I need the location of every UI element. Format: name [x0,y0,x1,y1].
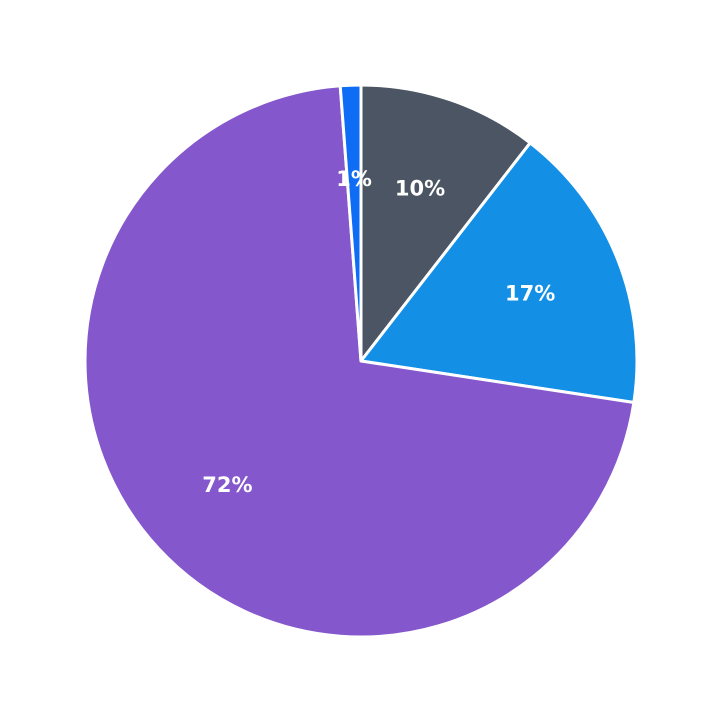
pie-slice-labels: 10% 17% 72% 1% [202,167,555,497]
pie-slice-label-4: 1% [336,167,372,191]
pie-slice-4 [338,83,363,363]
pie-slice-label-3: 72% [202,473,252,497]
pie-slice-2 [359,141,639,404]
pie-slice-1 [359,83,532,363]
pie-slice-label-2: 17% [505,281,555,305]
pie-slice-label-1: 10% [395,177,445,201]
pie-slice-3 [83,84,636,639]
pie-slices [83,83,639,639]
